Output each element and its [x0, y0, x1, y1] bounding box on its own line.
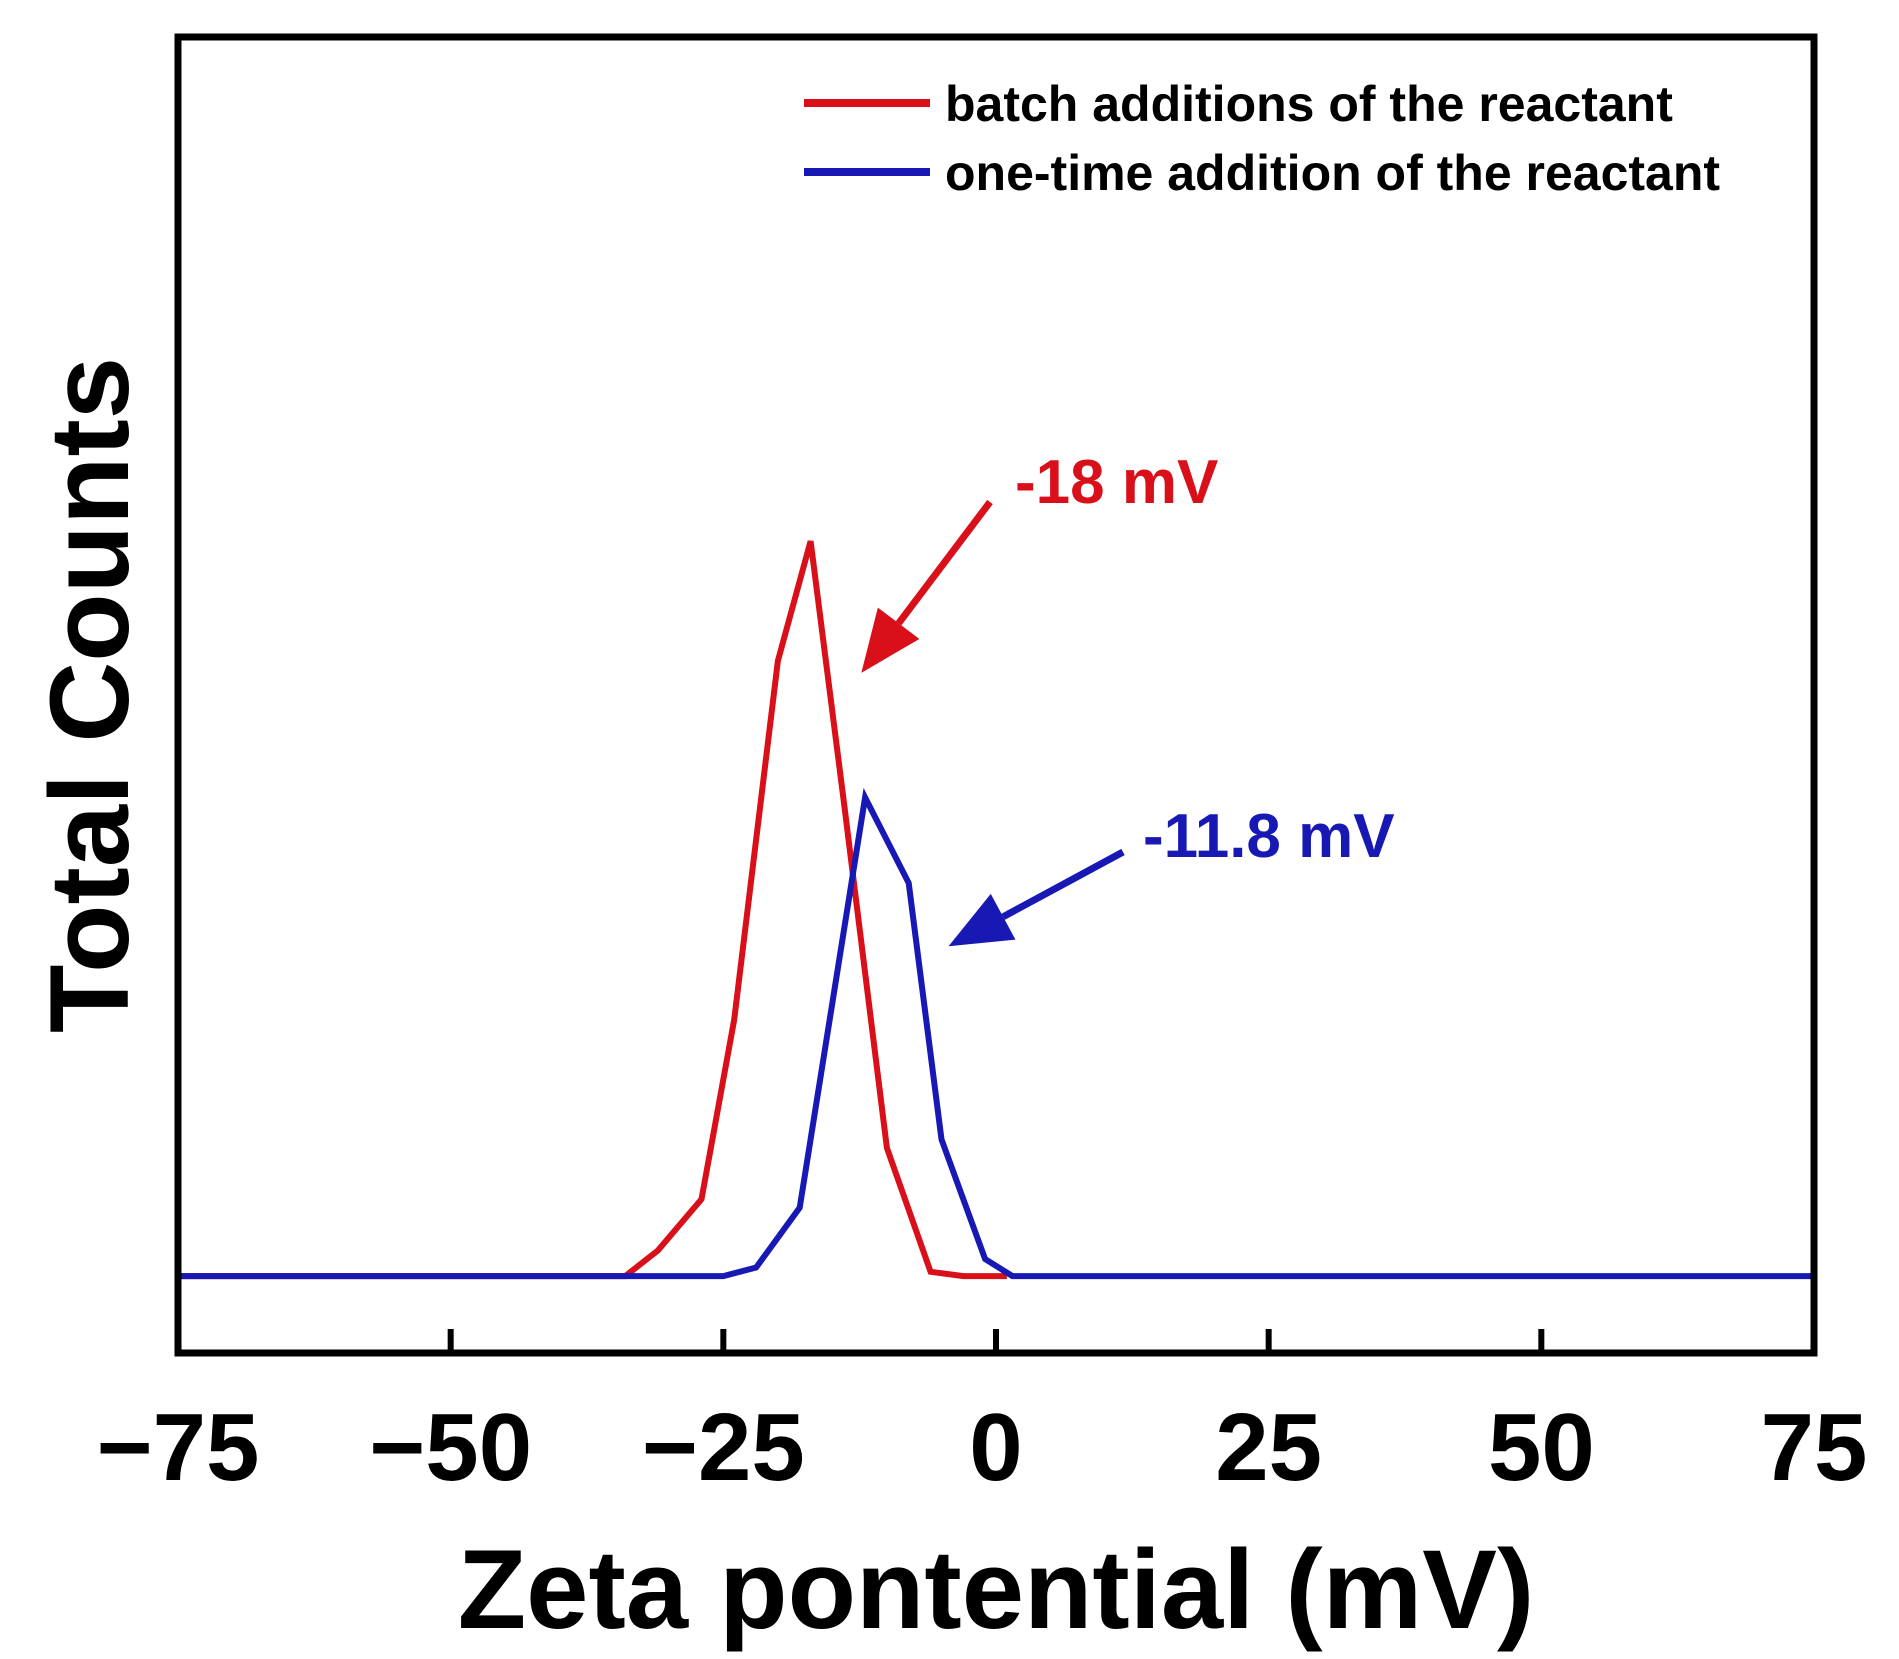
x-tick-label: 0 [969, 1394, 1022, 1501]
series-line-2 [178, 787, 1814, 1280]
x-tick-label: −75 [97, 1394, 260, 1501]
annotation-arrow-shaft-2 [1001, 848, 1125, 920]
x-tick-label: 50 [1488, 1394, 1595, 1501]
x-tick-label: 25 [1215, 1394, 1322, 1501]
annotation-arrow-head-2 [948, 893, 1016, 947]
x-tick-label: 75 [1761, 1394, 1868, 1501]
x-axis-title: Zeta pontential (mV) [458, 1527, 1534, 1652]
annotations: -18 mV -11.8 mV [861, 448, 1395, 947]
x-tick-label: −50 [369, 1394, 532, 1501]
x-tick-label: −25 [642, 1394, 805, 1501]
annotation-arrow-shaft-1 [895, 499, 993, 626]
legend-label-2: one-time addition of the reactant [945, 145, 1720, 201]
annotation-label-2: -11.8 mV [1143, 802, 1395, 871]
annotation-label-1: -18 mV [1015, 448, 1218, 517]
legend: batch additions of the reactant one-time … [804, 76, 1720, 201]
annotation-arrow-head-1 [861, 607, 920, 673]
legend-label-1: batch additions of the reactant [945, 76, 1673, 132]
y-axis-title: Total Counts [27, 357, 152, 1033]
x-axis-ticks: −75 −50 −25 0 25 50 75 [97, 1329, 1868, 1501]
series-lines [178, 540, 1814, 1280]
